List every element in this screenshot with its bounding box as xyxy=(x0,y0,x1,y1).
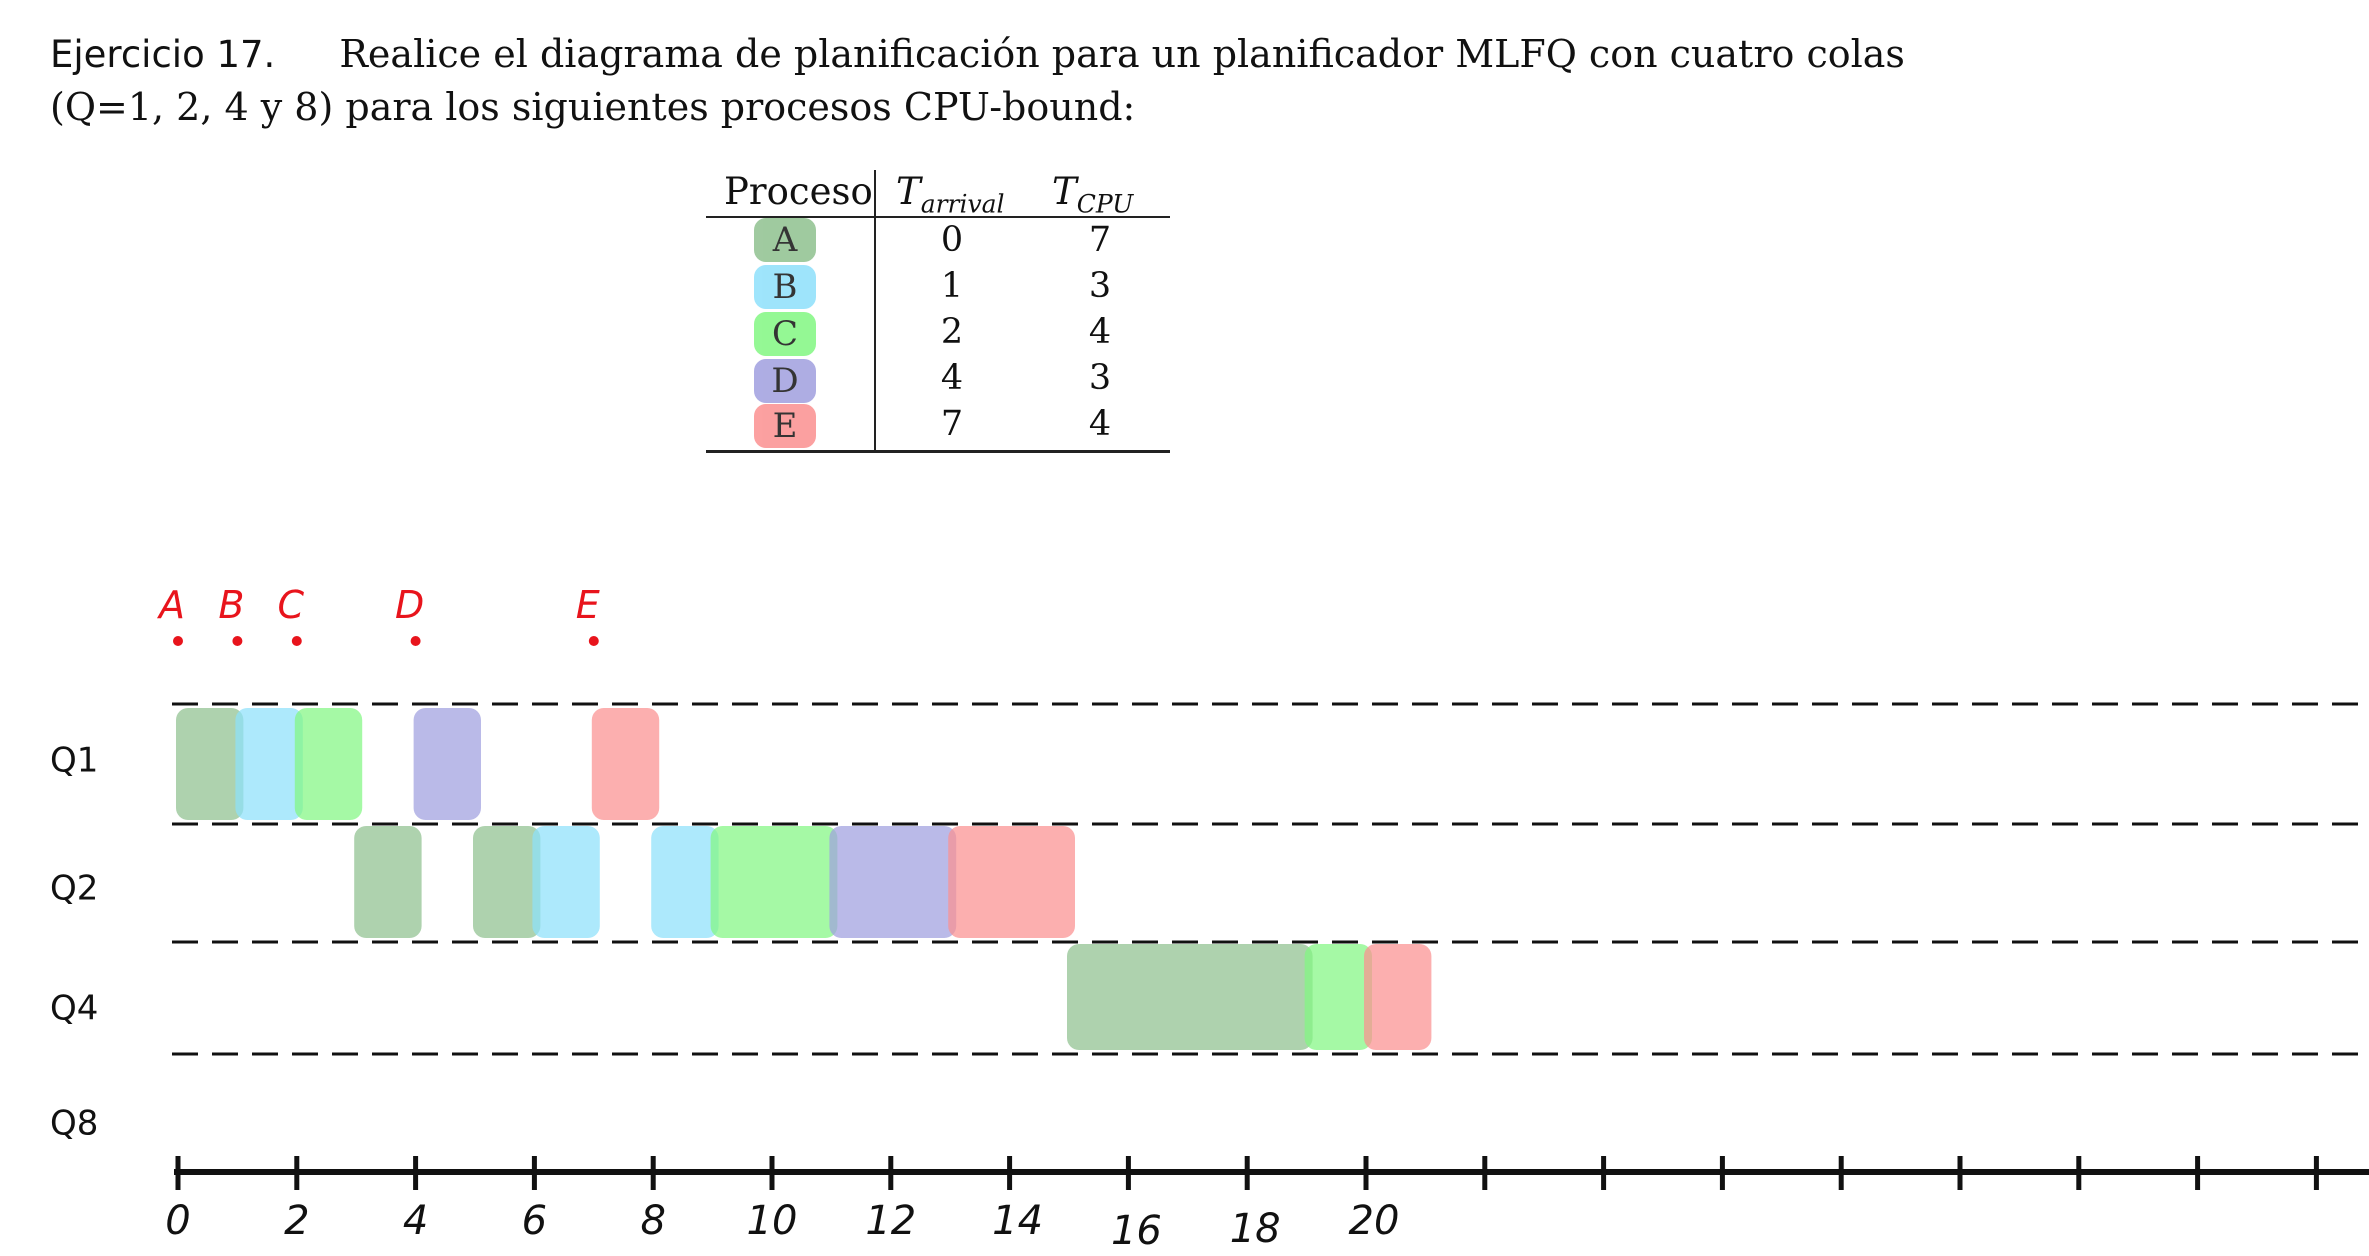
process-chip-d: D xyxy=(754,359,816,403)
schedule-block-a-12 xyxy=(1067,944,1313,1050)
arrival-dot-c xyxy=(291,636,302,646)
arrival-e: 7 xyxy=(940,404,964,444)
queue-label-q1: Q1 xyxy=(50,741,98,781)
arrival-c: 2 xyxy=(940,312,964,352)
queue-separators xyxy=(172,702,2369,1056)
arrival-dot-d xyxy=(410,636,421,646)
cpu-d: 3 xyxy=(1088,358,1112,398)
arrival-d: 4 xyxy=(940,358,964,398)
arrival-label-d: D xyxy=(395,583,424,627)
table-rule-vertical xyxy=(874,170,876,452)
process-name-a: A xyxy=(772,220,798,260)
axis-label-10: 10 xyxy=(747,1198,798,1244)
axis-label-20: 20 xyxy=(1349,1198,1400,1244)
schedule-block-c-2 xyxy=(294,708,363,820)
exercise-number: Ejercicio 17. xyxy=(50,33,276,76)
axis-label-12: 12 xyxy=(865,1198,916,1244)
cpu-e: 4 xyxy=(1088,404,1112,444)
schedule-block-b-8 xyxy=(651,826,719,938)
arrival-label-a: A xyxy=(156,583,185,627)
process-chip-c: C xyxy=(754,312,816,356)
schedule-block-e-14 xyxy=(1364,944,1432,1050)
axis-label-14: 14 xyxy=(992,1198,1043,1244)
queue-label-q8: Q8 xyxy=(50,1104,98,1144)
arrival-a: 0 xyxy=(940,220,964,260)
axis-label-4: 4 xyxy=(403,1198,428,1244)
header-process: Proceso xyxy=(724,170,873,213)
schedule-block-a-0 xyxy=(176,708,244,820)
header-arrival-sub: arrival xyxy=(920,189,1005,219)
process-chip-b: B xyxy=(754,265,816,309)
process-name-b: B xyxy=(772,267,798,307)
schedule-block-d-4 xyxy=(413,708,481,820)
cpu-c: 4 xyxy=(1088,312,1112,352)
arrival-dot-b xyxy=(232,636,243,646)
schedule-block-b-6 xyxy=(532,826,600,938)
header-cpu-sub: CPU xyxy=(1076,189,1134,219)
queue-label-q2: Q2 xyxy=(50,869,98,909)
statement-line-2: (Q=1, 2, 4 y 8) para los siguientes proc… xyxy=(50,85,1136,129)
arrival-b: 1 xyxy=(940,266,964,306)
cpu-b: 3 xyxy=(1088,266,1112,306)
process-name-e: E xyxy=(772,406,798,446)
axis-label-16: 16 xyxy=(1111,1208,1162,1254)
axis-label-8: 8 xyxy=(640,1198,665,1244)
header-arrival: Tarrival xyxy=(896,170,1005,218)
axis-label-2: 2 xyxy=(284,1198,309,1244)
schedule-blocks xyxy=(176,708,1432,1050)
schedule-block-a-5 xyxy=(473,826,541,938)
arrival-label-b: B xyxy=(218,583,244,627)
statement-line-1: Ejercicio 17. Realice el diagrama de plan… xyxy=(50,28,1910,81)
header-cpu-base: T xyxy=(1052,170,1077,213)
schedule-block-e-7 xyxy=(591,708,660,820)
header-cpu: TCPU xyxy=(1052,170,1133,218)
time-axis: 0 2 4 6 8 10 12 14 16 18 20 xyxy=(165,1156,2369,1254)
schedule-block-c-13 xyxy=(1304,944,1372,1050)
axis-label-6: 6 xyxy=(522,1198,547,1244)
process-name-c: C xyxy=(771,314,798,354)
schedule-block-c-9 xyxy=(710,826,838,938)
arrival-dot-a xyxy=(173,636,183,646)
schedule-block-a-3 xyxy=(354,826,422,938)
process-chip-a: A xyxy=(754,218,816,262)
arrival-label-e: E xyxy=(576,583,600,627)
exercise-statement: Ejercicio 17. Realice el diagrama de plan… xyxy=(50,28,1910,133)
axis-label-18: 18 xyxy=(1230,1206,1281,1252)
axis-label-0: 0 xyxy=(165,1198,190,1244)
arrival-dot-e xyxy=(588,636,599,646)
statement-text-1: Realice el diagrama de planificación par… xyxy=(339,32,1905,76)
queue-labels: Q1 Q2 Q4 Q8 xyxy=(50,741,98,1144)
process-name-d: D xyxy=(771,361,799,401)
schedule-block-b-1 xyxy=(235,708,303,820)
process-table: Proceso Tarrival TCPU A 0 7 B 1 3 C 2 4 … xyxy=(706,160,1170,454)
table-rule-bottom xyxy=(706,450,1170,453)
cpu-a: 7 xyxy=(1088,220,1112,260)
schedule-block-e-11 xyxy=(948,826,1075,938)
table-rule-top xyxy=(706,216,1170,218)
process-chip-e: E xyxy=(754,404,816,448)
schedule-block-d-10 xyxy=(829,826,957,938)
header-arrival-base: T xyxy=(896,170,921,213)
arrival-label-c: C xyxy=(278,583,305,627)
queue-label-q4: Q4 xyxy=(50,989,98,1029)
